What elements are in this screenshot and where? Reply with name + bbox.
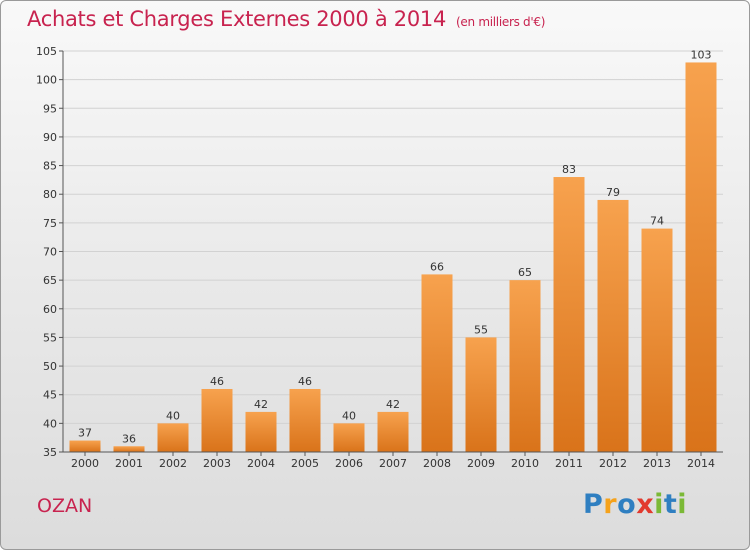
data-label-2006: 40 [342,409,356,422]
data-label-2011: 83 [562,163,576,176]
x-tick-label-2001: 2001 [115,457,143,470]
data-label-2009: 55 [474,323,488,336]
commune-name: OZAN [37,495,93,517]
bar-2004 [245,411,277,452]
y-tick-label: 55 [43,331,57,344]
bar-2014 [685,62,717,452]
y-tick-label: 90 [43,131,57,144]
x-tick-label-2013: 2013 [643,457,671,470]
bar-2003 [201,388,233,452]
logo-letter: t [663,489,678,520]
data-label-2014: 103 [691,48,712,61]
y-tick-label: 105 [36,45,57,58]
x-tick-label-2006: 2006 [335,457,363,470]
logo-letter: i [677,489,688,520]
bar-2005 [289,388,321,452]
y-tick-label: 35 [43,446,57,459]
data-label-2005: 46 [298,375,312,388]
data-label-2002: 40 [166,409,180,422]
bar-2012 [597,199,629,452]
x-tick-label-2000: 2000 [71,457,99,470]
x-tick-label-2002: 2002 [159,457,187,470]
x-tick-label-2011: 2011 [555,457,583,470]
bars: 37 36 40 46 42 46 40 42 66 55 65 83 79 74 103 [69,48,717,452]
axes: 35 40 45 50 55 60 65 70 75 80 85 90 95 100 105 2000 2001… [36,45,723,470]
bar-2008 [421,274,453,452]
bar-2013 [641,228,673,452]
y-tick-label: 45 [43,389,57,402]
x-tick-label-2010: 2010 [511,457,539,470]
logo-letter: r [603,489,618,520]
y-tick-label: 80 [43,188,57,201]
data-label-2013: 74 [650,215,664,228]
logo-letter: i [654,489,664,520]
title-text: Achats et Charges Externes 2000 à 2014 [27,7,447,31]
data-label-2010: 65 [518,266,532,279]
unit-label: (en milliers d'€) [456,15,546,29]
data-label-2003: 46 [210,375,224,388]
y-tick-label: 65 [43,274,57,287]
x-tick-label-2004: 2004 [247,457,275,470]
data-label-2001: 36 [122,432,136,445]
x-tick-label-2009: 2009 [467,457,495,470]
x-tick-label-2014: 2014 [687,457,715,470]
x-tick-label-2003: 2003 [203,457,231,470]
x-tick-label-2012: 2012 [599,457,627,470]
data-label-2004: 42 [254,398,268,411]
logo-letter: P [583,489,604,520]
logo-letter: o [617,489,637,520]
bar-2002 [157,423,189,452]
bar-2006 [333,423,365,452]
data-label-2000: 37 [78,427,92,440]
bar-2010 [509,280,541,452]
proxiti-logo: Proxiti [583,489,687,520]
x-tick-label-2005: 2005 [291,457,319,470]
y-tick-label: 75 [43,217,57,230]
bar-2011 [553,177,585,452]
logo-letter: x [636,489,655,520]
bar-2000 [69,440,101,452]
y-tick-label: 95 [43,102,57,115]
x-tick-label-2008: 2008 [423,457,451,470]
y-tick-label: 50 [43,360,57,373]
y-tick-label: 70 [43,246,57,259]
y-tick-label: 40 [43,417,57,430]
bar-2007 [377,411,409,452]
bar-2009 [465,337,497,452]
data-label-2007: 42 [386,398,400,411]
y-tick-label: 85 [43,160,57,173]
bar-2001 [113,446,145,452]
y-tick-label: 60 [43,303,57,316]
data-label-2008: 66 [430,260,444,273]
data-label-2012: 79 [606,186,620,199]
chart-title: Achats et Charges Externes 2000 à 2014 (e… [27,7,545,31]
x-tick-label-2007: 2007 [379,457,407,470]
y-tick-label: 100 [36,74,57,87]
